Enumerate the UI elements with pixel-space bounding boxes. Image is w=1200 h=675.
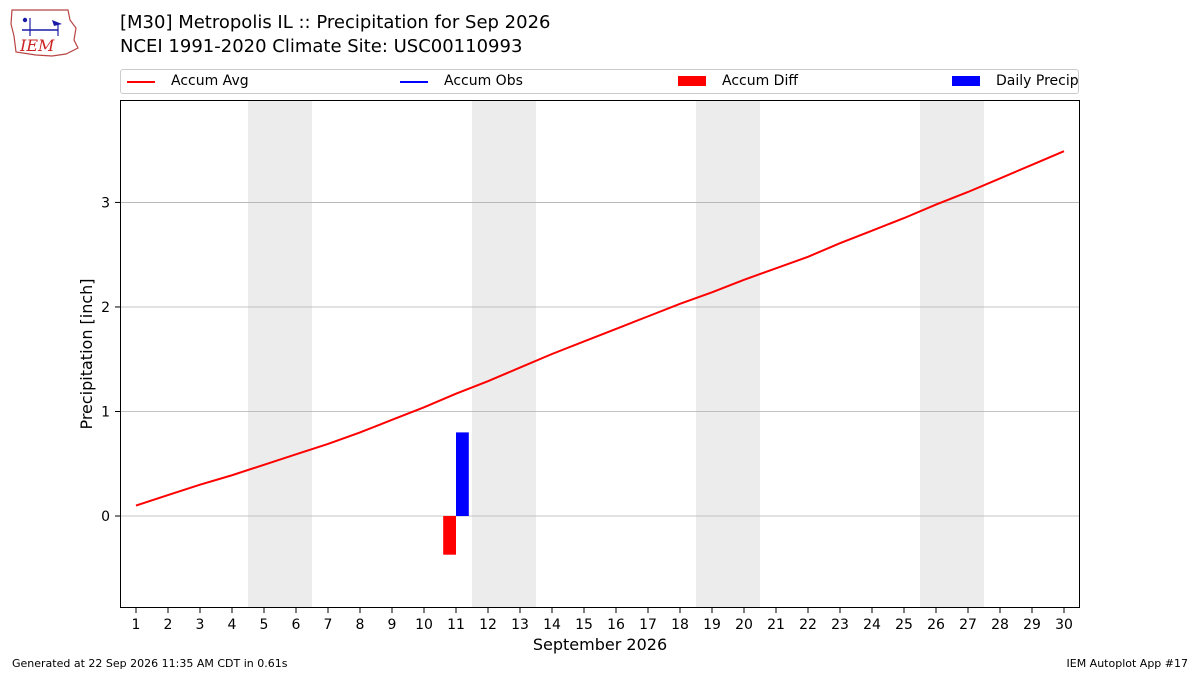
x-tick-label: 3 xyxy=(196,617,205,633)
footer-app: IEM Autoplot App #17 xyxy=(1066,657,1189,670)
chart-title: [M30] Metropolis IL :: Precipitation for… xyxy=(120,12,551,33)
y-axis-label: Precipitation [inch] xyxy=(77,278,96,429)
x-tick-label: 22 xyxy=(799,617,817,633)
gridlines xyxy=(120,202,1080,517)
legend-swatch xyxy=(127,81,155,83)
legend-swatch xyxy=(952,76,980,86)
x-tick-label: 9 xyxy=(388,617,397,633)
x-tick-label: 13 xyxy=(511,617,529,633)
legend-label: Accum Avg xyxy=(171,73,249,89)
weekend-band xyxy=(472,100,504,608)
x-tick-label: 11 xyxy=(447,617,465,633)
weekend-bands xyxy=(248,100,984,608)
legend-label: Accum Obs xyxy=(444,73,523,89)
x-tick-label: 20 xyxy=(735,617,753,633)
legend-label: Daily Precip xyxy=(996,73,1079,89)
x-tick-label: 21 xyxy=(767,617,785,633)
bar-daily-precip xyxy=(456,432,469,517)
x-tick-label: 25 xyxy=(895,617,913,633)
legend-label: Accum Diff xyxy=(722,73,799,89)
plot-frame xyxy=(120,100,1080,608)
x-tick-label: 7 xyxy=(324,617,333,633)
x-tick-label: 6 xyxy=(292,617,301,633)
x-axis-ticks: 1 2 3 4 5 6 7 8 9 10 11 12 13 14 15 16 17 18 19 20 21 22 23 24 2… xyxy=(132,608,1073,633)
x-tick-label: 14 xyxy=(543,617,561,633)
legend-swatch xyxy=(678,76,706,86)
weekend-band xyxy=(728,100,760,608)
bar-accum-diff xyxy=(443,516,456,555)
x-tick-label: 2 xyxy=(164,617,173,633)
x-tick-label: 12 xyxy=(479,617,497,633)
y-tick-label: 0 xyxy=(101,509,110,525)
bars xyxy=(443,432,469,555)
x-tick-label: 5 xyxy=(260,617,269,633)
weekend-band xyxy=(280,100,312,608)
x-tick-label: 18 xyxy=(671,617,689,633)
weekend-band xyxy=(696,100,728,608)
weekend-band xyxy=(248,100,280,608)
series-lines xyxy=(135,150,1065,507)
x-tick-label: 10 xyxy=(415,617,433,633)
x-tick-label: 15 xyxy=(575,617,593,633)
y-tick-label: 2 xyxy=(101,300,110,316)
x-tick-label: 26 xyxy=(927,617,945,633)
series-line-accum-avg xyxy=(135,150,1065,507)
x-tick-label: 23 xyxy=(831,617,849,633)
x-tick-label: 30 xyxy=(1055,617,1073,633)
weekend-band xyxy=(952,100,984,608)
footer-generated: Generated at 22 Sep 2026 11:35 AM CDT in… xyxy=(12,657,288,670)
chart-subtitle: NCEI 1991-2020 Climate Site: USC00110993 xyxy=(120,36,523,57)
weekend-band xyxy=(920,100,952,608)
x-tick-label: 1 xyxy=(132,617,141,633)
iem-logo: IEM xyxy=(10,9,79,57)
x-tick-label: 8 xyxy=(356,617,365,633)
x-tick-label: 27 xyxy=(959,617,977,633)
x-axis-label: September 2026 xyxy=(533,635,667,654)
y-axis-ticks: 0 1 2 3 xyxy=(101,195,120,525)
x-tick-label: 29 xyxy=(1023,617,1041,633)
x-tick-label: 4 xyxy=(228,617,237,633)
x-tick-label: 19 xyxy=(703,617,721,633)
logo-text: IEM xyxy=(19,36,55,55)
y-tick-label: 3 xyxy=(101,195,110,211)
legend-swatch xyxy=(400,81,428,83)
x-tick-label: 17 xyxy=(639,617,657,633)
x-tick-label: 16 xyxy=(607,617,625,633)
y-tick-label: 1 xyxy=(101,404,110,420)
x-tick-label: 24 xyxy=(863,617,881,633)
legend: Accum Avg Accum Obs Accum Diff Daily Pre… xyxy=(120,69,1079,94)
weekend-band xyxy=(504,100,536,608)
x-tick-label: 28 xyxy=(991,617,1009,633)
